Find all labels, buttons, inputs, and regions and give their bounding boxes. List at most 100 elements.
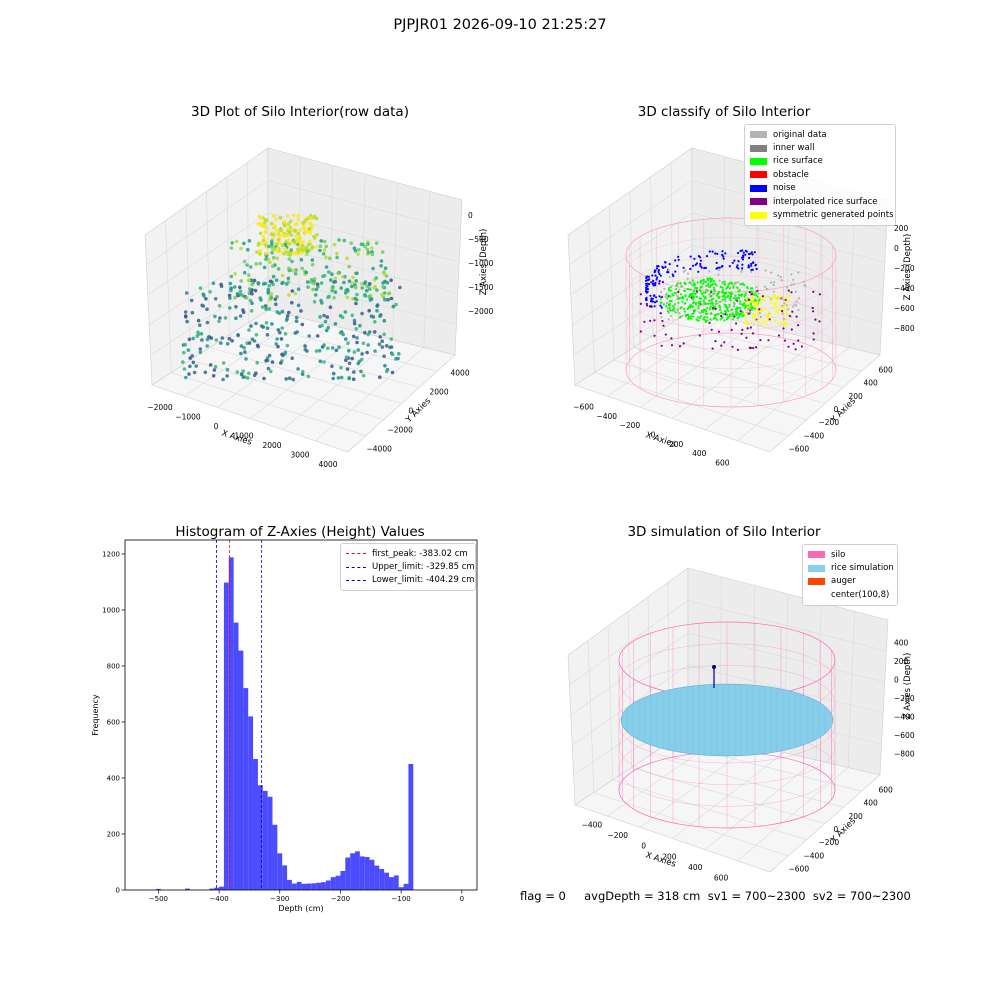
scatter-point (249, 309, 254, 313)
scatter-point (270, 239, 274, 243)
scatter-point (681, 285, 684, 288)
scatter-point (354, 301, 358, 306)
scatter-point (774, 319, 777, 322)
scatter-point (271, 264, 275, 269)
scatter-point (718, 266, 721, 269)
scatter-point (361, 373, 366, 378)
scatter-point (665, 305, 668, 308)
scatter-point (239, 246, 243, 251)
scatter-point (753, 251, 756, 254)
scatter-point (300, 372, 305, 377)
scatter-point (758, 296, 761, 299)
scatter-point (713, 315, 717, 318)
scatter-point (761, 295, 765, 298)
scatter-point (290, 289, 295, 293)
scatter-point (747, 312, 751, 315)
scatter-point (258, 231, 263, 236)
scatter-point (761, 321, 764, 324)
histogram-bar (257, 785, 263, 890)
scatter-point (211, 374, 216, 378)
scatter-point (365, 247, 370, 252)
scatter-point (331, 376, 336, 381)
x-tick-label: 1000 (234, 432, 253, 441)
scatter-point (353, 283, 357, 287)
scatter-point (359, 282, 364, 286)
scatter-point (378, 335, 383, 339)
scatter-point (198, 350, 203, 355)
scatter-point (787, 308, 790, 311)
scatter-point (663, 287, 666, 290)
scatter-point (649, 319, 652, 322)
scatter-point (673, 309, 676, 313)
scatter-point (221, 377, 225, 382)
y-tick-label: −200 (819, 838, 840, 847)
grid-line (249, 332, 362, 419)
x-tick-label: 200 (662, 852, 677, 861)
scatter-point (699, 311, 702, 315)
scatter-point (707, 285, 710, 288)
scatter-point (375, 288, 379, 292)
scatter-point (651, 274, 654, 277)
scatter-point (756, 319, 759, 322)
scatter-point (661, 280, 665, 284)
legend-swatch (346, 579, 366, 581)
scatter-point (367, 308, 372, 313)
scatter-point (256, 281, 261, 286)
histogram-bar (228, 557, 234, 890)
scatter-point (756, 289, 759, 292)
scatter-point (704, 319, 707, 322)
scatter-point (725, 306, 728, 309)
scatter-point (339, 286, 344, 290)
scatter-point (254, 371, 258, 376)
scatter-point (723, 341, 726, 344)
scatter-point (658, 282, 661, 285)
scatter-point (229, 286, 233, 291)
scatter-point (750, 292, 753, 296)
scatter-point (689, 315, 692, 318)
scatter-point (704, 302, 707, 305)
scatter-point (275, 295, 279, 299)
scatter-point (754, 313, 757, 317)
legend-swatch (750, 144, 767, 152)
scatter-point (735, 297, 738, 300)
scatter-point (710, 318, 713, 321)
scatter-point (341, 332, 346, 337)
scatter-point (791, 310, 794, 313)
scatter-point (657, 270, 660, 274)
scatter-point (773, 294, 776, 297)
scatter-point (338, 331, 343, 335)
scatter-point (728, 303, 731, 306)
scatter-point (783, 339, 787, 342)
legend-swatch (750, 184, 767, 192)
scatter-point (387, 291, 392, 296)
scatter-point (269, 291, 274, 296)
grid-line (149, 244, 269, 326)
scatter-point (257, 214, 262, 219)
scatter-point (658, 279, 661, 283)
scatter-point (271, 214, 276, 218)
scatter-point (300, 243, 305, 248)
legend-swatch (808, 564, 825, 572)
scatter-point (366, 250, 371, 255)
scatter-point (258, 261, 262, 266)
histogram-bar (238, 650, 244, 890)
scatter-point (199, 332, 204, 336)
scatter-point (776, 308, 779, 311)
scatter-point (276, 328, 281, 332)
scatter-point (702, 291, 705, 294)
panel2-title: 3D classify of Silo Interior (637, 104, 811, 120)
scatter-point (722, 291, 725, 294)
legend-label: interpolated rice surface (773, 196, 878, 207)
scatter-point (741, 263, 744, 266)
scatter-point (756, 295, 759, 298)
scatter-point (285, 343, 290, 348)
scatter-point (755, 286, 758, 289)
scatter-point (800, 345, 804, 348)
scatter-point (708, 277, 711, 280)
scatter-point (646, 285, 649, 288)
scatter-point (659, 301, 662, 304)
scatter-point (724, 300, 727, 303)
scatter-point (741, 328, 744, 331)
histogram-bar (340, 870, 346, 890)
scatter-point (764, 269, 767, 272)
